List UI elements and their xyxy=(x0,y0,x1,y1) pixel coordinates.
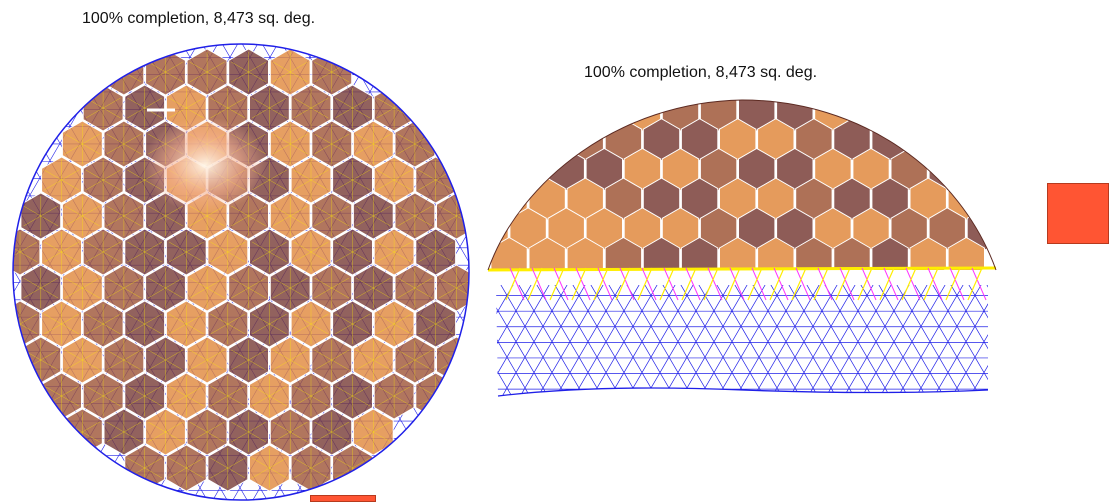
hexagon-tile xyxy=(833,177,871,221)
right-panel-caption: 100% completion, 8,473 sq. deg. xyxy=(584,64,818,81)
hexagon-tile xyxy=(623,147,662,191)
hexagon-tile xyxy=(680,177,719,221)
legend-swatch-partial xyxy=(310,495,376,502)
hexagon-tile xyxy=(890,100,928,132)
hexagon-tile xyxy=(795,118,833,162)
hexagon-tile xyxy=(814,147,852,191)
hexagon-tile xyxy=(661,100,700,132)
hexagon-tile xyxy=(890,207,928,251)
hexagon-tile xyxy=(852,207,890,251)
hexagon-tile xyxy=(509,100,547,132)
hexagon-tile xyxy=(488,100,509,132)
hexagon-tile xyxy=(871,177,909,221)
hexagon-tile xyxy=(738,207,776,251)
hexagon-tile xyxy=(661,207,700,251)
hexagon-tile xyxy=(719,118,757,162)
sphere-highlight xyxy=(143,117,267,213)
hexagon-tile xyxy=(738,147,776,191)
hexagon-tile xyxy=(776,147,814,191)
hexagon-tile xyxy=(680,118,719,162)
hexagon-tile xyxy=(776,207,814,251)
hexagon-tile xyxy=(699,100,738,132)
hexagon-tile xyxy=(623,207,662,251)
legend-swatch xyxy=(1047,183,1109,244)
hexagon-tile xyxy=(738,100,776,132)
hexagon-tile xyxy=(757,177,795,221)
hexagon-tile xyxy=(699,147,738,191)
hexagon-tile xyxy=(719,177,757,221)
hexagon-tile xyxy=(585,207,623,251)
hexagon-tile xyxy=(547,100,585,132)
hexagon-tile xyxy=(814,207,852,251)
hexagon-tile xyxy=(585,100,623,132)
hexagon-tile xyxy=(642,177,681,221)
hexagon-tile xyxy=(604,177,643,221)
hexagon-tile xyxy=(661,147,700,191)
dome-overlap-lines xyxy=(487,99,997,301)
dome-base-curve xyxy=(497,387,989,397)
hexagon-tile xyxy=(966,147,996,191)
hexagon-tile xyxy=(795,177,833,221)
hexagon-tile xyxy=(566,177,604,221)
hexagon-tile xyxy=(928,100,966,132)
dome-hexagon-tiles xyxy=(488,100,996,270)
hexagon-tile xyxy=(699,207,738,251)
hexagon-tile xyxy=(947,118,985,162)
hexagon-tile xyxy=(966,100,996,132)
hexagon-tile xyxy=(528,118,566,162)
hexagon-tile xyxy=(909,118,947,162)
hexagon-tile xyxy=(488,147,509,191)
hexagon-tile xyxy=(509,147,547,191)
hexagon-tile xyxy=(642,118,681,162)
hexagon-tile xyxy=(490,118,528,162)
hexagon-tile xyxy=(852,147,890,191)
dome-wire-mesh xyxy=(496,285,988,396)
hexagon-tile xyxy=(585,147,623,191)
hexagon-tile xyxy=(547,207,585,251)
left-panel-caption: 100% completion, 8,473 sq. deg. xyxy=(82,10,316,27)
hexagon-tile xyxy=(757,118,795,162)
sphere-outline xyxy=(12,43,470,501)
hexagon-tile xyxy=(928,207,966,251)
hexagon-tile xyxy=(776,100,814,132)
